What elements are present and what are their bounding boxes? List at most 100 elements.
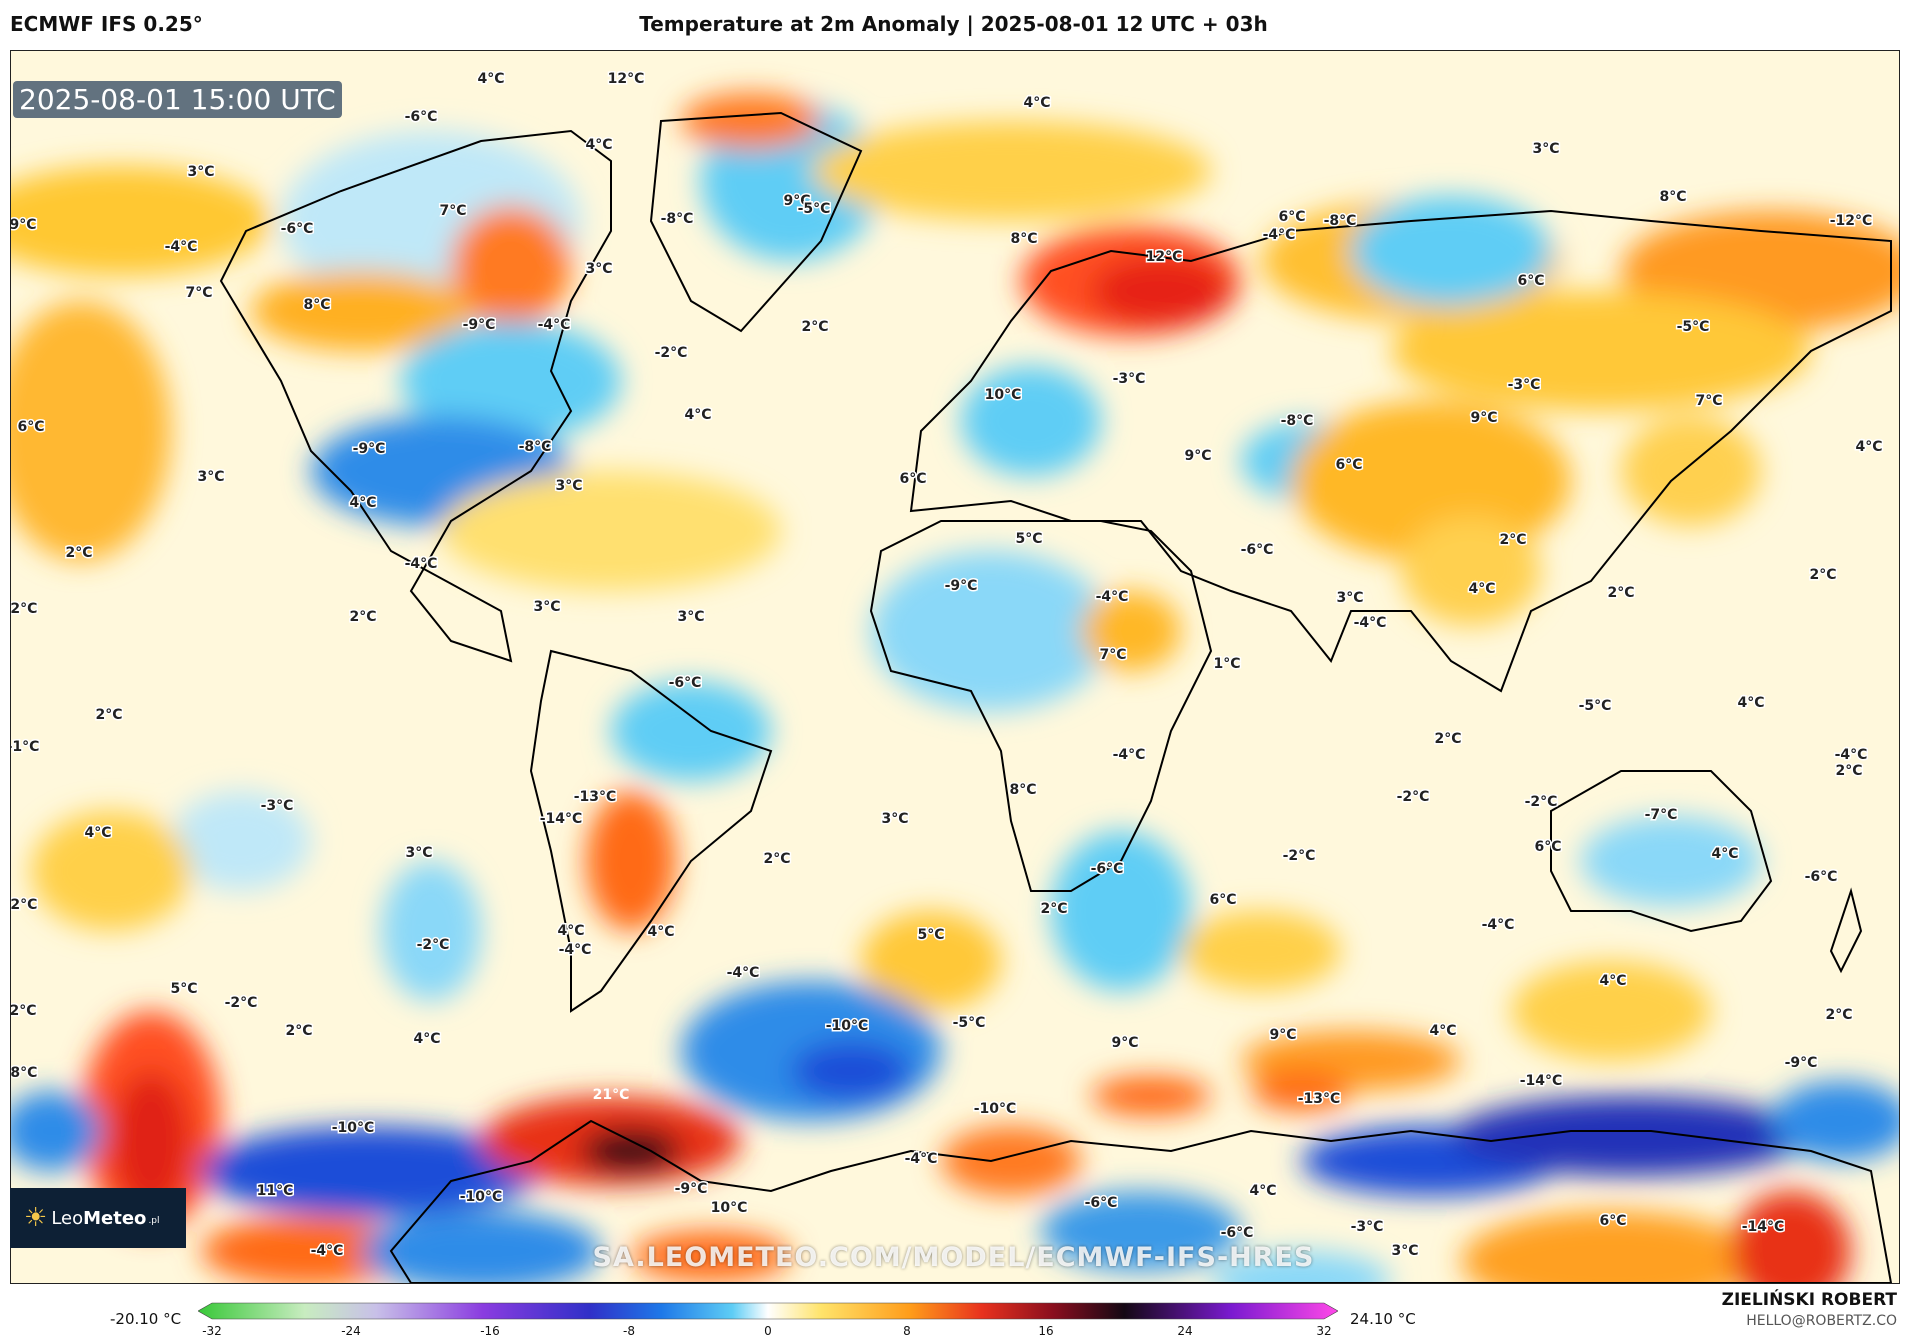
anomaly-label: -5°C <box>1677 319 1710 335</box>
legend-tick-label: 8 <box>903 1324 911 1338</box>
anomaly-label: -6°C <box>1091 861 1124 877</box>
south-america-outline <box>529 649 773 1013</box>
anomaly-label: 5°C <box>170 981 197 997</box>
anomaly-label: 6°C <box>17 419 44 435</box>
legend-colorbar <box>198 1302 1338 1320</box>
anomaly-label: 4°C <box>1429 1023 1456 1039</box>
anomaly-label: -4°C <box>165 239 198 255</box>
leometeo-logo: ☀ Leo Meteo .pl <box>10 1188 186 1248</box>
anomaly-label: 2°C <box>285 1023 312 1039</box>
anomaly-label: 9°C <box>783 193 810 209</box>
anomaly-label: 4°C <box>1855 439 1882 455</box>
legend-tick-label: 24 <box>1177 1324 1193 1338</box>
anomaly-label: 21°C <box>593 1087 630 1103</box>
coastlines <box>219 111 1893 1283</box>
anomaly-label: 4°C <box>1468 581 1495 597</box>
anomaly-label: 4°C <box>413 1031 440 1047</box>
eurasia-outline <box>909 209 1892 693</box>
anomaly-label: 3°C <box>405 845 432 861</box>
anomaly-label: -6°C <box>405 109 438 125</box>
temperature-labels: 12°C4°C-6°C4°C4°C3°C7°C -8°C9°C-5°C9°C -6°… <box>11 70 1884 1261</box>
anomaly-label: 2°C <box>1607 585 1634 601</box>
anomaly-label: -6°C <box>1085 1195 1118 1211</box>
logo-text-light: Leo <box>51 1207 84 1229</box>
anomaly-label: 12°C <box>608 71 645 87</box>
anomaly-label: -4°C <box>405 556 438 572</box>
anomaly-label: -1°C <box>11 739 39 755</box>
anomaly-label: 3°C <box>677 609 704 625</box>
anomaly-label: -4°C <box>538 317 571 333</box>
anomaly-label: 3°C <box>585 261 612 277</box>
anomaly-label: 4°C <box>84 825 111 841</box>
anomaly-label: 4°C <box>557 923 584 939</box>
anomaly-label: 6°C <box>1599 1213 1626 1229</box>
anomaly-label: 2°C <box>1825 1007 1852 1023</box>
anomaly-label: 4°C <box>684 407 711 423</box>
anomaly-label: 6°C <box>1335 457 1362 473</box>
anomaly-label: -4°C <box>1482 917 1515 933</box>
anomaly-label: 3°C <box>1391 1243 1418 1259</box>
anomaly-label: -10°C <box>974 1101 1017 1117</box>
anomaly-label: -6°C <box>1805 869 1838 885</box>
anomaly-label: -9°C <box>1785 1055 1818 1071</box>
anomaly-label: 2°C <box>1040 901 1067 917</box>
anomaly-label: -10°C <box>460 1189 503 1205</box>
anomaly-label: 2°C <box>349 609 376 625</box>
anomaly-label: 4°C <box>1249 1183 1276 1199</box>
map-canvas: 12°C4°C-6°C4°C4°C3°C7°C -8°C9°C-5°C9°C -6°… <box>11 51 1899 1283</box>
anomaly-label: -13°C <box>1298 1091 1341 1107</box>
chart-title: Temperature at 2m Anomaly | 2025-08-01 1… <box>639 12 1268 36</box>
anomaly-map: 12°C 4°C -6°C 4°C 4°C 3°C 7°C -8°C 9°C -5°C 9°C -6°… <box>10 50 1900 1284</box>
anomaly-label: -4°C <box>1835 747 1868 763</box>
anomaly-label: 6°C <box>1209 892 1236 908</box>
anomaly-label: 8°C <box>1009 782 1036 798</box>
legend-tick-label: 16 <box>1038 1324 1054 1338</box>
anomaly-label: -4°C <box>559 942 592 958</box>
anomaly-label: -8°C <box>1324 213 1357 229</box>
anomaly-label: 11°C <box>257 1183 294 1199</box>
anomaly-label: 2°C <box>1434 731 1461 747</box>
anomaly-label: -3°C <box>1113 371 1146 387</box>
anomaly-label: 2°C <box>801 319 828 335</box>
anomaly-label: 5°C <box>917 927 944 943</box>
anomaly-label: -5°C <box>953 1015 986 1031</box>
legend-tick-label: 32 <box>1316 1324 1332 1338</box>
anomaly-label: 1°C <box>1213 656 1240 672</box>
antarctica-outline <box>389 1119 1893 1283</box>
anomaly-label: -7°C <box>1645 807 1678 823</box>
anomaly-label: 3°C <box>881 811 908 827</box>
author-name: ZIELIŃSKI ROBERT <box>1721 1290 1897 1310</box>
anomaly-label: 8°C <box>1010 231 1037 247</box>
anomaly-label: 7°C <box>439 203 466 219</box>
anomaly-label: 9°C <box>1470 410 1497 426</box>
anomaly-label: -14°C <box>1520 1073 1563 1089</box>
new-zealand-outline <box>1829 887 1863 974</box>
legend-tick-label: -16 <box>480 1324 500 1338</box>
anomaly-label: 2°C <box>1835 763 1862 779</box>
logo-text-bold: Meteo <box>83 1207 147 1229</box>
anomaly-label: -3°C <box>1351 1219 1384 1235</box>
anomaly-label: -4°C <box>1263 227 1296 243</box>
anomaly-label: 4°C <box>1711 846 1738 862</box>
anomaly-label: 4°C <box>349 495 376 511</box>
anomaly-label: -10°C <box>826 1018 869 1034</box>
anomaly-label: 6°C <box>1278 209 1305 225</box>
anomaly-label: 9°C <box>1184 448 1211 464</box>
anomaly-label: 6°C <box>1534 839 1561 855</box>
anomaly-label: -9°C <box>675 1181 708 1197</box>
anomaly-label: 2°C <box>763 851 790 867</box>
anomaly-label: 3°C <box>197 469 224 485</box>
anomaly-label: 5°C <box>1015 531 1042 547</box>
anomaly-label: -4°C <box>1096 589 1129 605</box>
anomaly-label: -2°C <box>11 897 37 913</box>
anomaly-label: -5°C <box>798 201 831 217</box>
valid-time-badge: 2025-08-01 15:00 UTC <box>13 81 342 118</box>
australia-outline <box>1550 770 1773 933</box>
legend-tick-label: 0 <box>764 1324 772 1338</box>
anomaly-label: -2°C <box>1283 848 1316 864</box>
anomaly-label: 3°C <box>187 164 214 180</box>
greenland-outline <box>649 111 863 333</box>
anomaly-label: -4°C <box>905 1151 938 1167</box>
anomaly-label: -14°C <box>1742 1219 1785 1235</box>
anomaly-label: 4°C <box>477 71 504 87</box>
